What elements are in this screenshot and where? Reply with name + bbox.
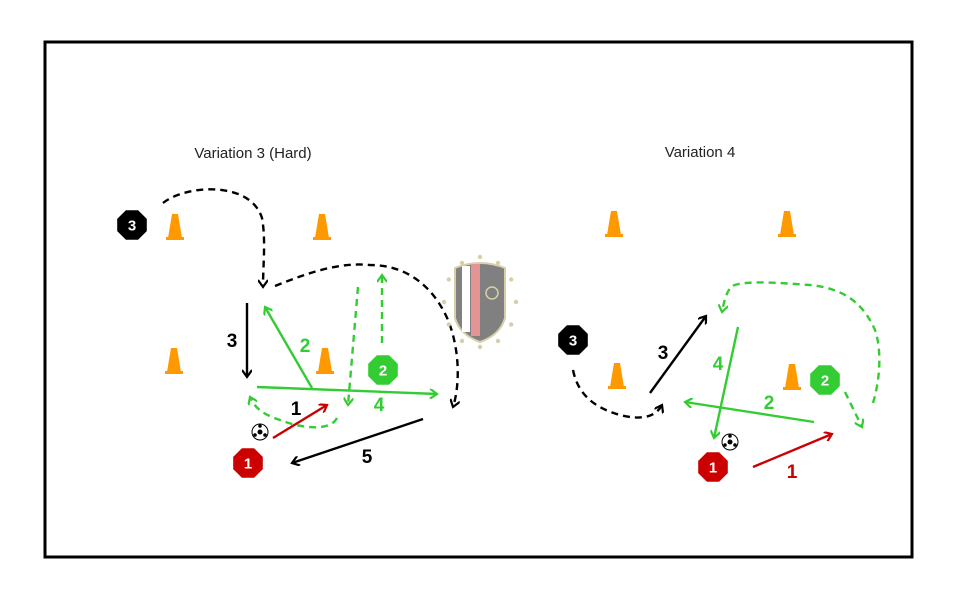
pass-arrow-3 <box>649 316 706 394</box>
run-path-dashed <box>250 397 339 429</box>
player-1-marker: 1 <box>233 448 263 478</box>
cone-icon <box>785 364 799 388</box>
star-icon <box>495 260 501 266</box>
player-2-marker: 2 <box>810 365 840 395</box>
soccer-ball-icon <box>721 433 739 451</box>
player-label: 3 <box>128 218 136 235</box>
variation-3-title: Variation 3 (Hard) <box>194 145 311 162</box>
run-path-dashed <box>571 369 662 419</box>
cone-icon <box>168 214 182 238</box>
player-label: 1 <box>709 460 717 477</box>
label-1: 1 <box>291 399 302 420</box>
star-icon <box>446 277 451 282</box>
label-2: 2 <box>764 393 775 414</box>
label-3: 3 <box>658 343 669 364</box>
star-icon <box>459 338 465 344</box>
cone-base <box>166 237 184 240</box>
pass-arrow-2 <box>685 402 815 424</box>
run-path-dashed <box>348 286 360 405</box>
cone-icon <box>780 211 794 235</box>
label-4: 4 <box>374 395 385 416</box>
variation-4-title: Variation 4 <box>665 144 736 161</box>
cone-base <box>783 387 801 390</box>
pass-arrow-1 <box>752 434 832 469</box>
star-icon <box>513 299 519 305</box>
star-icon <box>446 322 451 327</box>
player-3-marker: 3 <box>117 210 147 240</box>
cone-base <box>605 234 623 237</box>
label-1: 1 <box>787 462 798 483</box>
label-5: 5 <box>362 447 373 468</box>
run-path-dashed <box>162 188 264 287</box>
player-1-marker: 1 <box>698 452 728 482</box>
cone-base <box>778 234 796 237</box>
star-icon <box>509 277 514 282</box>
pass-arrow-4 <box>714 326 740 438</box>
player-label: 3 <box>569 333 577 350</box>
player-label: 2 <box>821 373 829 390</box>
player-3-marker: 3 <box>558 325 588 355</box>
cone-icon <box>315 214 329 238</box>
label-2: 2 <box>300 336 311 357</box>
run-path-dashed <box>722 281 881 404</box>
star-icon <box>459 260 465 266</box>
cone-icon <box>167 348 181 372</box>
run-path-dashed <box>843 391 862 427</box>
cone-icon <box>607 211 621 235</box>
label-4: 4 <box>713 354 724 375</box>
player-label: 1 <box>244 456 252 473</box>
pass-arrow-1 <box>272 405 327 440</box>
pass-arrow-2 <box>265 307 314 389</box>
star-icon <box>477 254 483 260</box>
player-2-marker: 2 <box>368 355 398 385</box>
cone-base <box>608 386 626 389</box>
star-icon <box>495 338 501 344</box>
cone-icon <box>318 348 332 372</box>
run-path-dashed <box>274 263 458 407</box>
star-icon <box>509 322 514 327</box>
cone-base <box>165 371 183 374</box>
player-label: 2 <box>379 363 387 380</box>
star-icon <box>477 344 483 350</box>
soccer-ball-icon <box>251 423 269 441</box>
club-logo <box>441 254 519 350</box>
pass-arrow-5 <box>292 417 424 463</box>
cone-base <box>313 237 331 240</box>
label-3: 3 <box>227 331 238 352</box>
star-icon <box>441 299 447 305</box>
pass-arrow-4 <box>256 385 437 394</box>
cone-icon <box>610 363 624 387</box>
cone-base <box>316 371 334 374</box>
